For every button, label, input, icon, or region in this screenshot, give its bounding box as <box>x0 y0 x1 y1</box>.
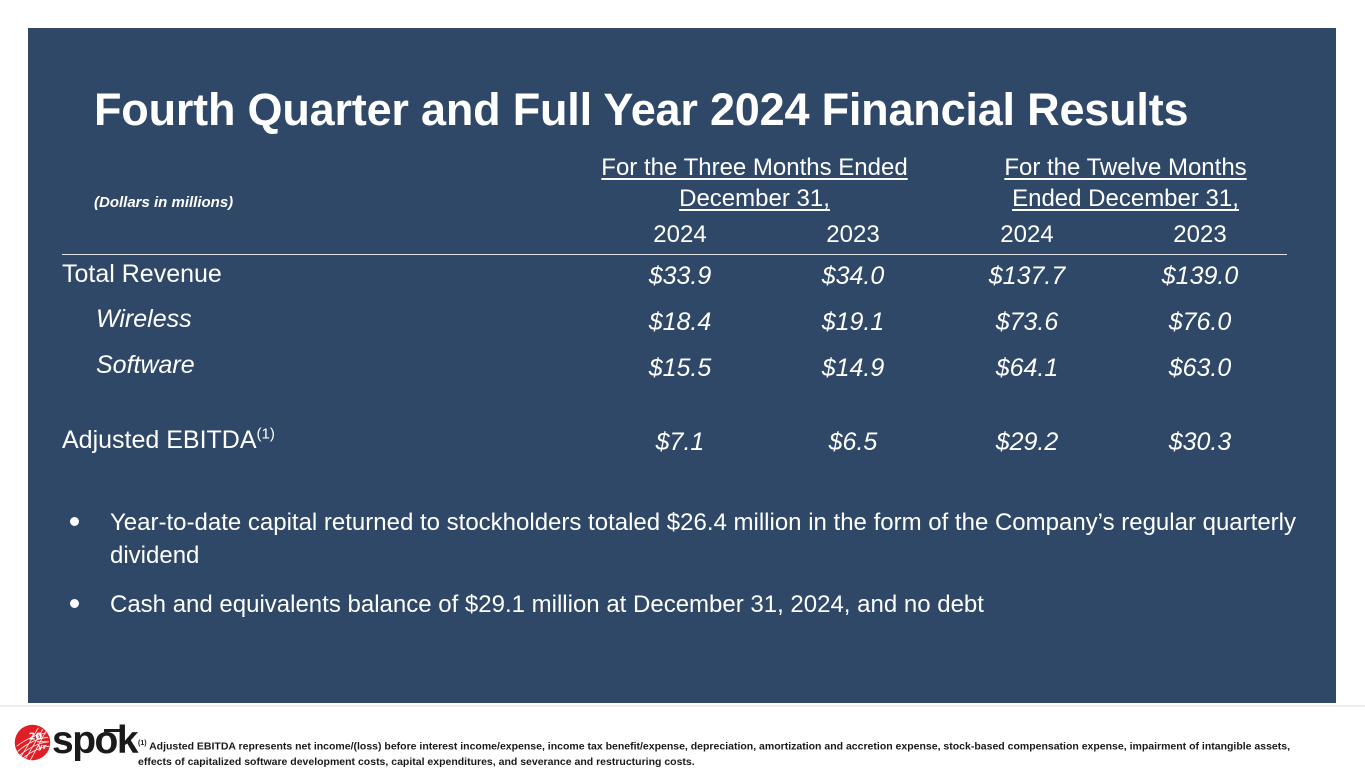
page-title: Fourth Quarter and Full Year 2024 Financ… <box>94 84 1189 135</box>
column-group-header-three-months-line2: December 31, <box>679 185 830 212</box>
list-item: Year-to-date capital returned to stockho… <box>42 506 1332 572</box>
spok-globe-icon: 20 yr <box>14 724 51 761</box>
cell-adjusted-ebitda-q4-2024: $7.1 <box>655 428 705 456</box>
footer-divider <box>0 705 1365 707</box>
cell-total-revenue-fy-2023: $139.0 <box>1161 262 1239 290</box>
column-group-header-twelve-months: For the Twelve Months Ended December 31, <box>953 152 1298 214</box>
cell-adjusted-ebitda-fy-2023: $30.3 <box>1168 428 1232 456</box>
column-group-header-twelve-months-line1: For the Twelve Months <box>1004 154 1247 181</box>
cell-total-revenue-q4-2024: $33.9 <box>648 262 712 290</box>
column-group-header-three-months: For the Three Months Ended December 31, <box>572 152 937 214</box>
units-note: (Dollars in millions) <box>94 194 234 211</box>
row-label-total-revenue: Total Revenue <box>62 260 222 288</box>
slide-footer: 20 yr spok (1) Adjusted EBITDA represent… <box>0 712 1365 768</box>
svg-text:20: 20 <box>29 732 43 743</box>
cell-software-q4-2024: $15.5 <box>648 354 712 382</box>
bullet-dot-icon <box>70 599 79 608</box>
column-header-q4-2023: 2023 <box>826 221 880 248</box>
bullet-text-cash-balance: Cash and equivalents balance of $29.1 mi… <box>110 591 984 618</box>
column-group-header-twelve-months-line2: Ended December 31, <box>1012 185 1239 212</box>
spok-wordmark: spok <box>52 719 139 762</box>
row-label-wireless: Wireless <box>96 305 192 333</box>
cell-wireless-fy-2024: $73.6 <box>995 308 1059 336</box>
list-item: Cash and equivalents balance of $29.1 mi… <box>42 588 1332 621</box>
row-label-adjusted-ebitda: Adjusted EBITDA(1) <box>62 426 275 455</box>
cell-software-q4-2023: $14.9 <box>821 354 885 382</box>
spok-logo: 20 yr spok <box>14 719 139 762</box>
column-header-fy-2023: 2023 <box>1173 221 1227 248</box>
cell-wireless-q4-2023: $19.1 <box>821 308 885 336</box>
footnote-marker: (1) <box>138 740 147 747</box>
bullet-dot-icon <box>70 517 79 526</box>
cell-total-revenue-fy-2024: $137.7 <box>988 262 1066 290</box>
slide-panel: Fourth Quarter and Full Year 2024 Financ… <box>28 28 1336 703</box>
cell-total-revenue-q4-2023: $34.0 <box>821 262 885 290</box>
bullet-text-capital-returned: Year-to-date capital returned to stockho… <box>110 509 1296 569</box>
highlights-bullet-list: Year-to-date capital returned to stockho… <box>42 506 1332 637</box>
cell-software-fy-2024: $64.1 <box>995 354 1059 382</box>
footnote: (1) Adjusted EBITDA represents net incom… <box>138 736 1298 770</box>
cell-adjusted-ebitda-fy-2024: $29.2 <box>995 428 1059 456</box>
cell-wireless-q4-2024: $18.4 <box>648 308 712 336</box>
column-header-q4-2024: 2024 <box>653 221 707 248</box>
column-group-header-three-months-line1: For the Three Months Ended <box>601 154 908 181</box>
financial-results-table: (Dollars in millions) For the Three Mont… <box>28 28 1336 488</box>
svg-text:yr: yr <box>38 742 47 751</box>
column-header-fy-2024: 2024 <box>1000 221 1054 248</box>
row-label-adjusted-ebitda-text: Adjusted EBITDA <box>62 426 257 454</box>
footnote-text: Adjusted EBITDA represents net income/(l… <box>138 740 1291 768</box>
row-label-software: Software <box>96 351 195 379</box>
row-label-adjusted-ebitda-superscript: (1) <box>256 425 275 443</box>
table-header-divider <box>62 254 1287 255</box>
cell-wireless-fy-2023: $76.0 <box>1168 308 1232 336</box>
cell-software-fy-2023: $63.0 <box>1168 354 1232 382</box>
cell-adjusted-ebitda-q4-2023: $6.5 <box>828 428 878 456</box>
spok-wordmark-macron <box>104 729 120 732</box>
